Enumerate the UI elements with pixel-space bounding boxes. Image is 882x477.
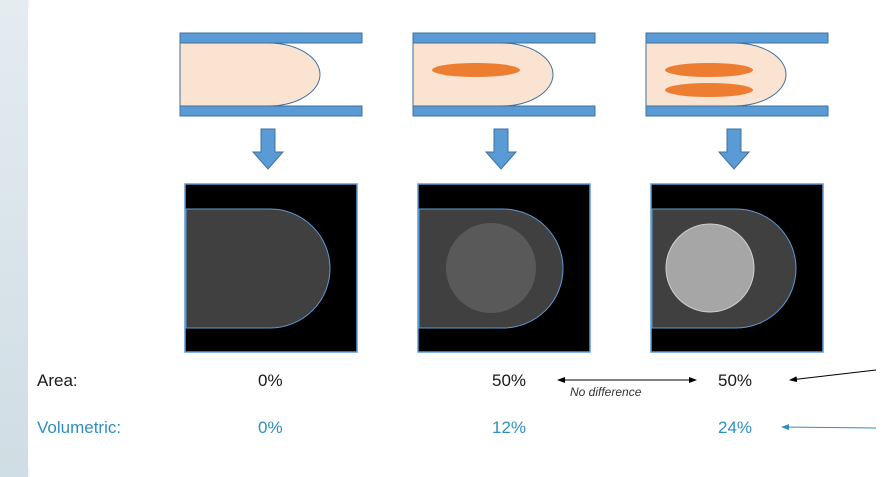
area-value-1: 0% xyxy=(258,371,283,390)
dense-region xyxy=(446,223,536,313)
area-value-2: 50% xyxy=(492,371,527,390)
background-strip xyxy=(0,0,28,477)
xray-image-1 xyxy=(184,183,358,353)
down-arrow-icon xyxy=(717,128,751,170)
volumetric-row-label: Volumetric: xyxy=(37,418,122,437)
area-pointer-arrow xyxy=(789,369,877,383)
dense-region xyxy=(665,223,755,313)
lesion-ellipse xyxy=(665,63,753,77)
xray-image-2 xyxy=(417,183,591,353)
volumetric-value-2: 12% xyxy=(492,418,527,437)
volumetric-value-3: 24% xyxy=(718,418,753,437)
no-difference-note: No difference xyxy=(570,385,642,399)
xray-image-3 xyxy=(650,183,824,353)
down-arrow-icon xyxy=(484,128,518,170)
lesion-ellipse xyxy=(665,83,753,97)
tissue-shape-1 xyxy=(179,42,321,107)
compression-diagram-2 xyxy=(412,32,596,117)
compression-diagram-3 xyxy=(645,32,829,117)
compression-diagram-1 xyxy=(179,32,363,117)
volumetric-value-1: 0% xyxy=(258,418,283,437)
volumetric-pointer-arrow xyxy=(781,424,877,431)
area-value-3: 50% xyxy=(718,371,753,390)
down-arrow-icon xyxy=(251,128,285,170)
area-row-label: Area: xyxy=(37,371,78,390)
lesion-ellipse xyxy=(432,63,520,77)
